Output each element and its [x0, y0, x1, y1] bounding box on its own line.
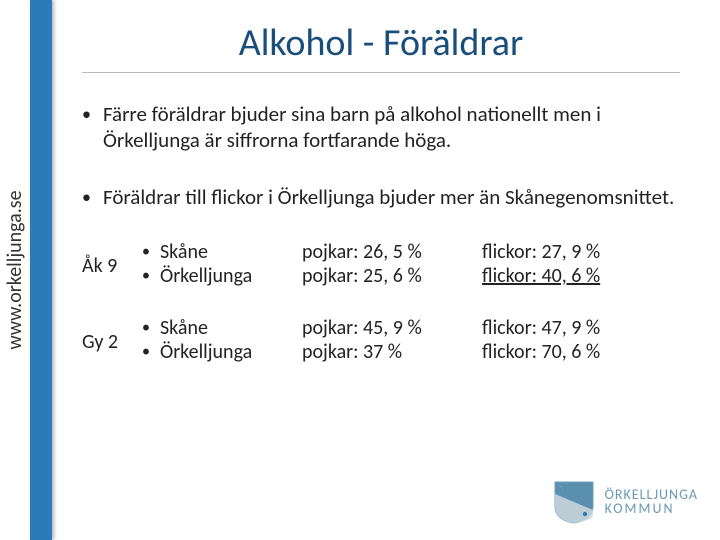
region-name: Örkelljunga [160, 264, 252, 288]
sidebar-accent-bar [30, 0, 52, 540]
bullet-text: Färre föräldrar bjuder sina barn på alko… [103, 101, 680, 154]
girls-column: flickor: 27, 9 % flickor: 40, 6 % [482, 240, 662, 288]
girls-value: flickor: 47, 9 % [482, 316, 662, 340]
municipality-logo: ÖRKELLJUNGA KOMMUN [551, 480, 698, 524]
bullet-dot-icon: • [82, 103, 91, 126]
bullet-dot-icon: • [142, 266, 150, 285]
boys-value: pojkar: 26, 5 % [302, 240, 482, 264]
logo-text-line2: KOMMUN [605, 502, 698, 516]
data-row-ak9: Åk 9 • Skåne • Örkelljunga pojkar: 26, 5… [82, 240, 680, 288]
region-column: • Skåne • Örkelljunga [142, 316, 302, 364]
main-content: Alkohol - Föräldrar • Färre föräldrar bj… [52, 0, 720, 540]
girls-value: flickor: 70, 6 % [482, 340, 662, 364]
region-row: • Skåne [142, 240, 302, 264]
boys-column: pojkar: 26, 5 % pojkar: 25, 6 % [302, 240, 482, 288]
region-name: Skåne [160, 316, 208, 340]
logo-text: ÖRKELLJUNGA KOMMUN [605, 488, 698, 516]
bullet-item: • Färre föräldrar bjuder sina barn på al… [82, 101, 680, 154]
data-row-gy2: Gy 2 • Skåne • Örkelljunga pojkar: 45, 9… [82, 316, 680, 364]
sidebar-url-strip: www.orkelljunga.se [0, 0, 30, 540]
region-row: • Örkelljunga [142, 264, 302, 288]
region-name: Skåne [160, 240, 208, 264]
boys-value: pojkar: 37 % [302, 340, 482, 364]
region-row: • Örkelljunga [142, 340, 302, 364]
grade-label: Gy 2 [82, 316, 142, 354]
sidebar-url-text: www.orkelljunga.se [3, 190, 27, 349]
bullet-dot-icon: • [82, 186, 91, 209]
page-title: Alkohol - Föräldrar [82, 20, 680, 73]
bullet-dot-icon: • [142, 342, 150, 361]
girls-value-highlighted: flickor: 40, 6 % [482, 264, 662, 288]
region-name: Örkelljunga [160, 340, 252, 364]
boys-value: pojkar: 25, 6 % [302, 264, 482, 288]
bullet-dot-icon: • [142, 318, 150, 337]
bullet-dot-icon: • [142, 242, 150, 261]
grade-label: Åk 9 [82, 240, 142, 278]
girls-column: flickor: 47, 9 % flickor: 70, 6 % [482, 316, 662, 364]
bullet-text: Föräldrar till flickor i Örkelljunga bju… [103, 184, 674, 210]
sidebar: www.orkelljunga.se [0, 0, 52, 540]
boys-column: pojkar: 45, 9 % pojkar: 37 % [302, 316, 482, 364]
region-row: • Skåne [142, 316, 302, 340]
boys-value: pojkar: 45, 9 % [302, 316, 482, 340]
region-column: • Skåne • Örkelljunga [142, 240, 302, 288]
shield-icon [551, 480, 597, 524]
bullet-item: • Föräldrar till flickor i Örkelljunga b… [82, 184, 680, 210]
girls-value: flickor: 27, 9 % [482, 240, 662, 264]
